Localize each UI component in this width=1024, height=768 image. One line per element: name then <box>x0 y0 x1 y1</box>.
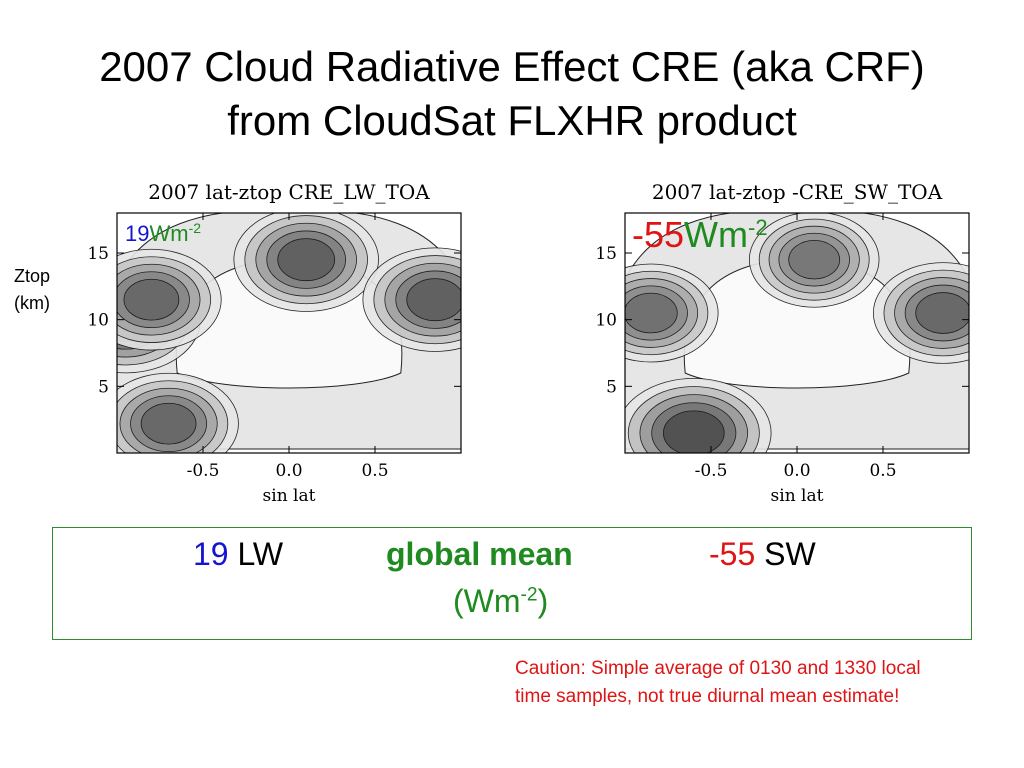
x-tick-label: 0.0 <box>275 461 302 481</box>
annotation-value: -55 <box>632 214 684 255</box>
x-tick-label: 0.0 <box>783 461 810 481</box>
x-tick-label: -0.5 <box>695 461 728 481</box>
lw-cre-chart: 2007 lat-ztop CRE_LW_TOA -0.5 0.0 0.5 5 10 15 s… <box>70 170 510 515</box>
global-mean-unit-close: ) <box>537 583 549 619</box>
y-tick-label: 10 <box>87 311 109 331</box>
global-mean-box: 19 LW global mean -55 SW (Wm-2) <box>52 527 972 640</box>
y-tick-label: 15 <box>87 244 109 264</box>
x-axis-label: sin lat <box>771 486 824 506</box>
x-tick-label: 0.5 <box>869 461 896 481</box>
chart-title: 2007 lat-ztop -CRE_SW_TOA <box>652 180 943 204</box>
slide-title-line1: 2007 Cloud Radiative Effect CRE (aka CRF… <box>99 43 925 90</box>
annotation-exponent: -2 <box>189 220 202 236</box>
contour-ring <box>123 278 180 321</box>
global-mean-unit: (Wm-2) <box>453 583 548 620</box>
lw-global-value: 19 <box>193 536 229 572</box>
x-axis-label: sin lat <box>263 486 316 506</box>
y-tick-label: 15 <box>595 244 617 264</box>
annotation-exponent: -2 <box>748 215 768 240</box>
y-tick-label: 10 <box>595 311 617 331</box>
slide-title: 2007 Cloud Radiative Effect CRE (aka CRF… <box>0 40 1024 148</box>
global-annotation: -55Wm-2 <box>632 214 768 255</box>
sw-cre-chart: 2007 lat-ztop -CRE_SW_TOA -0.5 0.0 0.5 5 10 15… <box>578 170 1018 515</box>
caution-line2: time samples, not true diurnal mean esti… <box>515 686 900 707</box>
contour-ring <box>663 410 725 453</box>
chart-title: 2007 lat-ztop CRE_LW_TOA <box>148 180 430 204</box>
sw-cre-chart-svg: 2007 lat-ztop -CRE_SW_TOA -0.5 0.0 0.5 5 10 15… <box>595 180 970 506</box>
lw-global-mean: 19 LW <box>193 536 283 573</box>
y-tick-label: 5 <box>606 377 617 397</box>
y-axis-label-line2: (km) <box>14 293 50 313</box>
chart-field <box>625 213 969 453</box>
contour-ring <box>788 239 841 280</box>
contour-ring <box>406 278 461 322</box>
sw-global-value: -55 <box>709 536 756 572</box>
sw-global-mean: -55 SW <box>709 536 816 573</box>
y-tick-label: 5 <box>98 377 109 397</box>
contour-ring <box>140 402 197 445</box>
caution-note: Caution: Simple average of 0130 and 1330… <box>515 655 1015 711</box>
global-mean-label: global mean <box>386 536 573 572</box>
lw-cre-chart-svg: 2007 lat-ztop CRE_LW_TOA -0.5 0.0 0.5 5 10 15 s… <box>87 180 462 506</box>
global-annotation: 19Wm-2 <box>125 220 201 246</box>
caution-line1: Caution: Simple average of 0130 and 1330… <box>515 658 921 679</box>
global-mean-unit-base: (Wm <box>453 583 521 619</box>
global-mean-unit-exp: -2 <box>520 584 538 606</box>
y-axis-label: Ztop (km) <box>14 263 50 317</box>
chart-field <box>117 213 461 453</box>
x-tick-label: 0.5 <box>361 461 388 481</box>
x-tick-label: -0.5 <box>187 461 220 481</box>
annotation-value: 19 <box>125 221 149 246</box>
lw-global-label: LW <box>237 536 284 572</box>
contour-ring <box>277 238 336 282</box>
slide-title-line2: from CloudSat FLXHR product <box>227 97 797 144</box>
y-axis-label-line1: Ztop <box>14 266 51 286</box>
annotation-unit: Wm <box>149 221 188 246</box>
contour-ring <box>625 292 678 334</box>
sw-global-label: SW <box>764 536 816 572</box>
contour-ring <box>915 292 969 334</box>
annotation-unit: Wm <box>684 214 748 255</box>
